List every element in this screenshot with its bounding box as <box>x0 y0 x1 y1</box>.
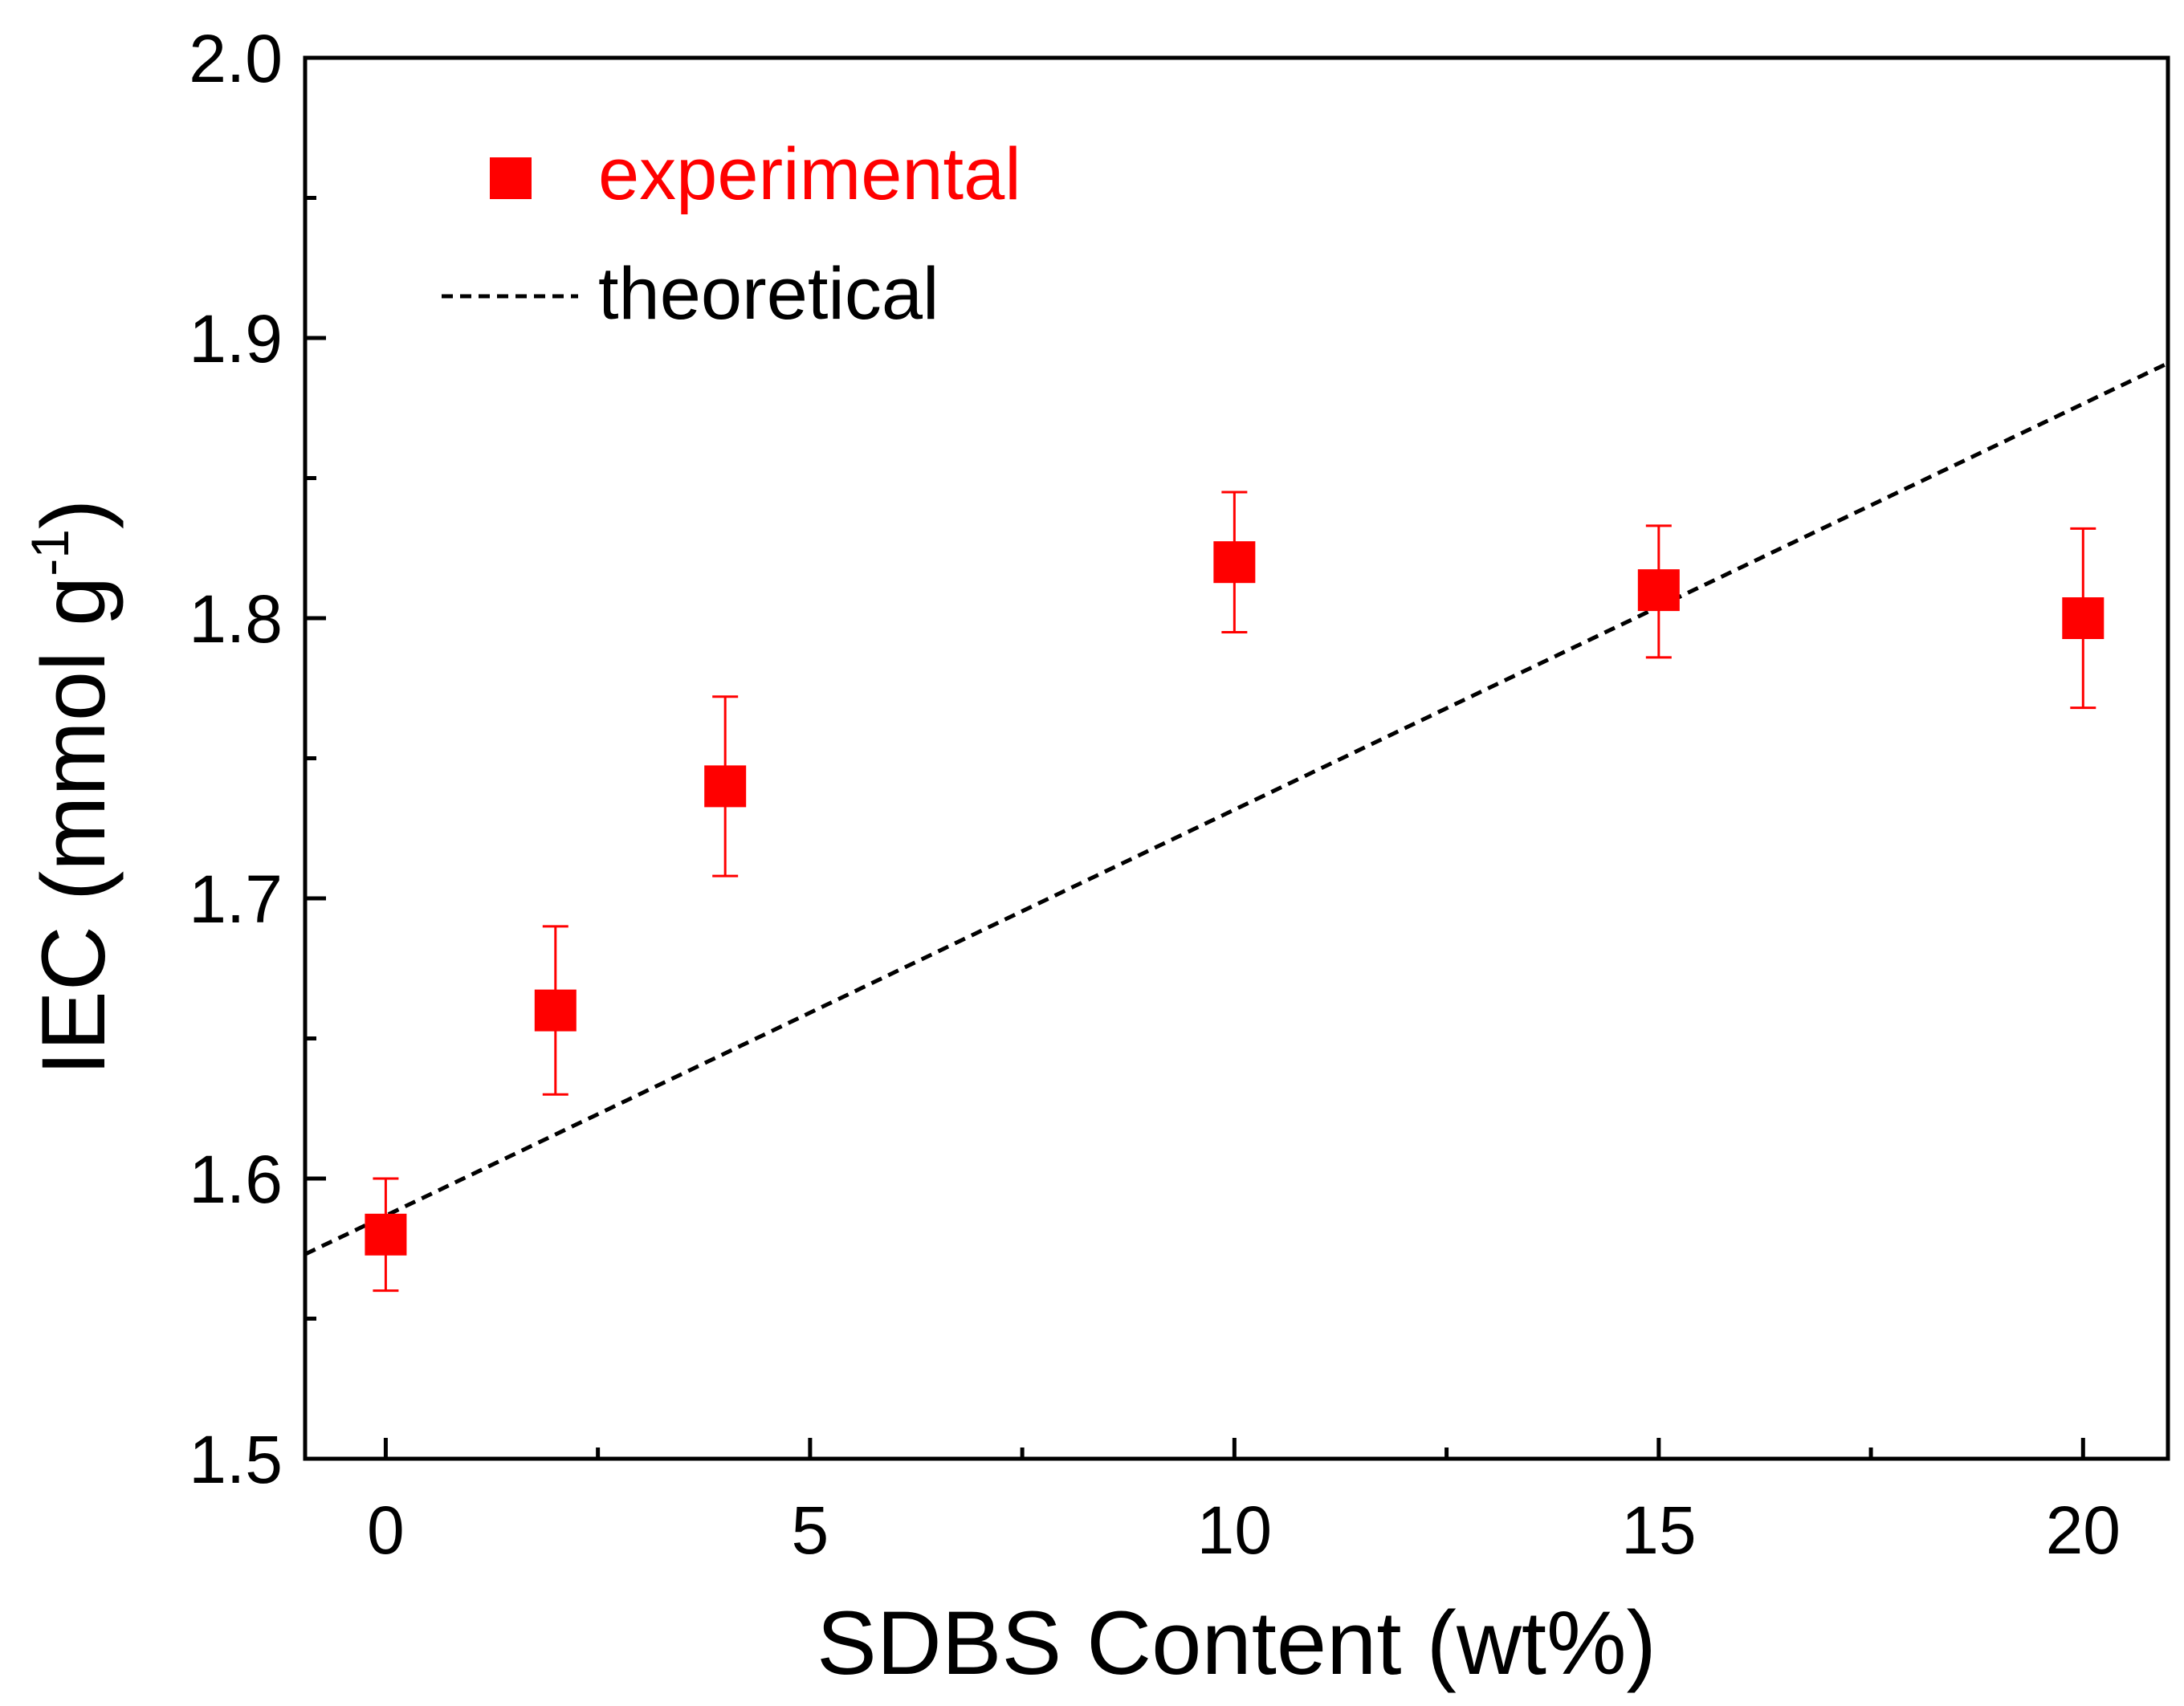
y-tick-label: 1.9 <box>189 301 283 377</box>
legend-experimental-marker <box>490 157 532 199</box>
experimental-point <box>704 765 747 808</box>
legend: experimental theoretical <box>442 133 1021 335</box>
y-axis-label-main: IEC (mmol g <box>23 576 124 1076</box>
y-tick-label: 1.5 <box>189 1422 283 1497</box>
axes: 0 5 10 15 20 1.5 1.6 1.7 1.8 1.9 2.0 <box>189 21 2121 1568</box>
x-tick-label: 20 <box>2046 1492 2121 1568</box>
theoretical-line <box>304 361 2170 1256</box>
plot-area <box>304 361 2170 1293</box>
y-tick-label: 2.0 <box>189 21 283 96</box>
x-tick-label: 5 <box>792 1492 829 1568</box>
y-axis-label-close: ) <box>23 499 124 529</box>
experimental-point <box>1213 541 1256 584</box>
experimental-point <box>365 1213 407 1256</box>
legend-theoretical-label: theoretical <box>598 253 939 335</box>
legend-experimental-label: experimental <box>598 133 1021 215</box>
y-tick-label: 1.7 <box>189 861 283 937</box>
x-tick-label: 15 <box>1621 1492 1696 1568</box>
experimental-point <box>1637 569 1680 612</box>
experimental-point <box>2062 597 2105 639</box>
x-tick-label: 10 <box>1197 1492 1272 1568</box>
y-tick-label: 1.8 <box>189 581 283 657</box>
y-axis-label: IEC (mmol g-1) <box>20 499 124 1076</box>
x-tick-label: 0 <box>367 1492 405 1568</box>
y-tick-label: 1.6 <box>189 1142 283 1217</box>
y-axis-label-superscript: -1 <box>20 529 79 576</box>
x-axis-label: SDBS Content (wt%) <box>817 1593 1656 1693</box>
experimental-point <box>534 989 577 1032</box>
